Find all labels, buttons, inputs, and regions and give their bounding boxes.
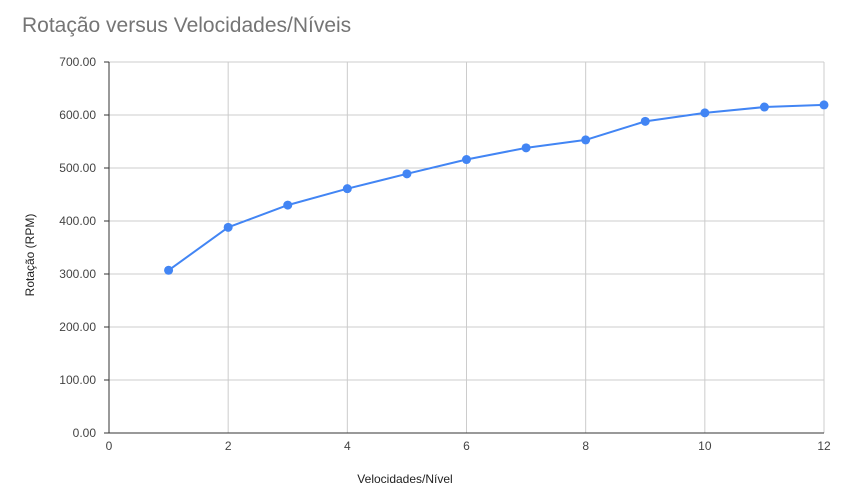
y-tick-label: 500.00 xyxy=(59,161,96,175)
y-tick-label: 400.00 xyxy=(59,214,96,228)
x-axis-title: Velocidades/Nível xyxy=(357,472,452,486)
x-tick-label: 12 xyxy=(817,439,831,453)
axes xyxy=(104,61,824,434)
y-tick-label: 300.00 xyxy=(59,267,96,281)
data-point xyxy=(819,100,829,110)
data-point xyxy=(759,102,769,112)
y-tick-label: 700.00 xyxy=(59,55,96,69)
series xyxy=(164,100,829,275)
y-tick-label: 200.00 xyxy=(59,320,96,334)
x-tick-label: 8 xyxy=(582,439,589,453)
data-point xyxy=(164,265,174,275)
tick-labels: 0.00 100.00 200.00 300.00 400.00 500.00 600.00… xyxy=(59,55,831,453)
x-tick-label: 0 xyxy=(106,439,113,453)
data-point xyxy=(640,116,650,126)
y-tick-label: 0.00 xyxy=(73,426,97,440)
data-point xyxy=(342,184,352,194)
x-tick-label: 10 xyxy=(698,439,712,453)
y-tick-label: 600.00 xyxy=(59,108,96,122)
chart-title: Rotação versus Velocidades/Níveis xyxy=(22,14,352,37)
data-point xyxy=(581,135,591,145)
data-point xyxy=(521,143,531,153)
x-tick-label: 6 xyxy=(463,439,470,453)
data-point xyxy=(402,169,412,179)
data-point xyxy=(700,108,710,118)
x-tick-label: 4 xyxy=(344,439,351,453)
x-tick-label: 2 xyxy=(225,439,232,453)
y-axis-title: Rotação (RPM) xyxy=(23,214,37,297)
data-point xyxy=(283,200,293,210)
data-point xyxy=(223,222,233,232)
y-tick-label: 100.00 xyxy=(59,373,96,387)
gridlines xyxy=(109,61,825,433)
series-line xyxy=(167,103,825,272)
data-point xyxy=(462,155,471,165)
